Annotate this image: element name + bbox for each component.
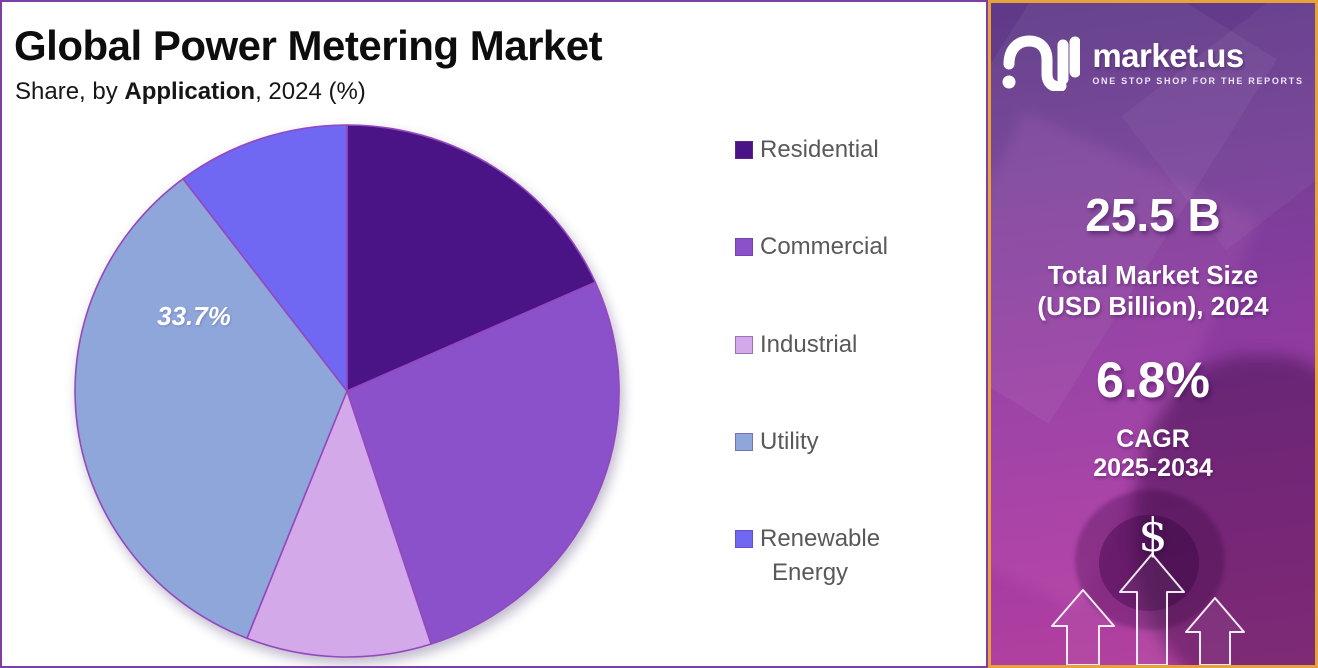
pie-data-label-utility: 33.7% bbox=[157, 301, 231, 331]
pie-slice-renewable-energy bbox=[182, 124, 348, 392]
chart-subtitle: Share, by Application, 2024 (%) bbox=[15, 78, 366, 106]
dollar-icon: $ bbox=[1138, 508, 1168, 562]
subtitle-dimension: Application bbox=[124, 78, 256, 105]
cagr-label-line1: CAGR bbox=[1116, 425, 1190, 453]
pie-slice-commercial bbox=[346, 281, 620, 645]
sidebar: market.us ONE STOP SHOP FOR THE REPORTS … bbox=[988, 0, 1318, 668]
market-size-label-line2: (USD Billion), 2024 bbox=[1037, 291, 1269, 321]
cagr-label-line2: 2025-2034 bbox=[1093, 454, 1213, 482]
growth-arrows-icon bbox=[1051, 553, 1245, 665]
market-size-label: Total Market Size (USD Billion), 2024 bbox=[991, 260, 1315, 322]
legend-label: Renewable Energy bbox=[760, 525, 881, 586]
legend-label: Industrial bbox=[760, 331, 858, 358]
page-title: Global Power Metering Market bbox=[14, 22, 603, 69]
arrow-up-middle bbox=[1119, 553, 1185, 665]
legend-swatch-renewable-energy bbox=[735, 530, 753, 548]
legend-label: Utility bbox=[760, 428, 819, 455]
pie-slice-utility bbox=[74, 178, 348, 640]
brand-tagline: ONE STOP SHOP FOR THE REPORTS bbox=[1092, 75, 1304, 86]
photo-overlay-cup bbox=[1075, 490, 1225, 630]
market-size-label-line1: Total Market Size bbox=[1047, 260, 1259, 290]
legend-item-renewable-energy: Renewable Energy bbox=[735, 522, 965, 590]
legend-swatch-utility bbox=[735, 433, 753, 451]
legend-item-utility: Utility bbox=[735, 425, 965, 459]
arrow-up-right bbox=[1185, 597, 1245, 665]
marketus-logo: market.us ONE STOP SHOP FOR THE REPORTS bbox=[991, 33, 1315, 91]
legend-item-residential: Residential bbox=[735, 133, 965, 167]
subtitle-suffix: , 2024 (%) bbox=[255, 78, 366, 105]
photo-overlay-cup bbox=[1099, 515, 1199, 611]
subtitle-prefix: Share, by bbox=[15, 78, 125, 105]
legend-label: Residential bbox=[760, 136, 879, 163]
legend-swatch-residential bbox=[735, 141, 753, 159]
pie-slice-residential bbox=[346, 124, 597, 392]
legend-swatch-industrial bbox=[735, 336, 753, 354]
marketus-logo-mark-icon bbox=[1002, 35, 1081, 91]
legend-item-industrial: Industrial bbox=[735, 328, 965, 362]
arrow-up-left bbox=[1051, 589, 1115, 665]
cagr-value: 6.8% bbox=[1096, 352, 1210, 408]
legend-label: Commercial bbox=[760, 233, 889, 260]
cagr-label: CAGR 2025-2034 bbox=[991, 425, 1315, 483]
pie-slice-industrial bbox=[246, 390, 432, 658]
market-size-value: 25.5 B bbox=[1085, 189, 1221, 241]
legend-swatch-commercial bbox=[735, 238, 753, 256]
brand-name: market.us bbox=[1092, 36, 1244, 74]
legend-item-commercial: Commercial bbox=[735, 230, 965, 264]
pie-chart bbox=[74, 124, 620, 658]
